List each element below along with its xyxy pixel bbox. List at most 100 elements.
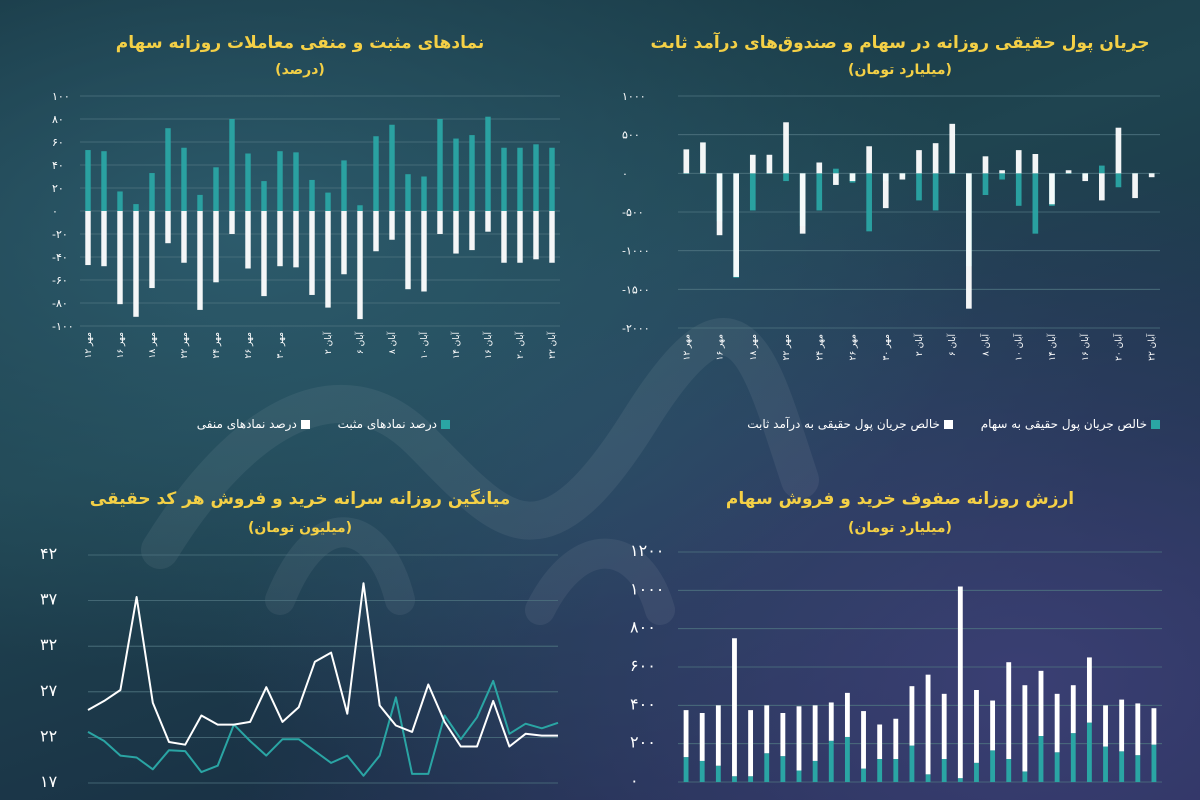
x-tick-label: ۱۰ آبان	[1013, 334, 1025, 361]
symbols-percent-plot: ۱۰۰ ۸۰ ۶۰ ۴۰ ۲۰ ۰ -۲۰ -۴۰ -۶۰ -۸۰ -۱۰۰ ۱۲ مهر ۱۶ مهر…	[52, 90, 560, 359]
x-tick-label: ۱۸ مهر	[749, 334, 759, 361]
legend-swatch	[943, 420, 953, 429]
bar-series-1	[982, 173, 989, 195]
y-tick-label: ۱۲۰۰	[630, 541, 664, 560]
y-tick-label: -۸۰	[52, 297, 68, 310]
y-tick-label: ۵۰۰	[622, 129, 640, 142]
bar-series-2	[899, 173, 906, 180]
bar-sell-queue	[990, 700, 996, 751]
bar-series-2	[357, 211, 363, 320]
bar-series-1	[949, 173, 956, 174]
bar-buy-queue	[683, 757, 689, 782]
bar-sell-queue	[941, 693, 947, 759]
x-tick-label: ۸ آبان	[386, 332, 398, 355]
y-tick-label: ۸۰۰	[630, 618, 656, 637]
chart-subtitle: (میلیون تومان)	[247, 520, 353, 536]
bar-sell-queue	[957, 586, 963, 779]
bar-series-2	[683, 149, 690, 174]
bar-series-1	[1065, 173, 1072, 174]
bar-series-1	[357, 205, 363, 211]
chart-per-capita: میانگین روزانه سرانه خرید و فروش هر کد ح…	[0, 400, 600, 800]
bar-sell-queue	[844, 692, 850, 737]
bar-sell-queue	[1103, 705, 1108, 747]
bar-sell-queue	[974, 690, 979, 763]
bar-sell-queue	[861, 711, 866, 769]
chart-subtitle: (میلیارد تومان)	[848, 62, 952, 78]
bar-series-1	[405, 174, 411, 211]
bar-series-2	[966, 173, 972, 309]
y-tick-label: -۶۰	[52, 274, 68, 287]
x-tick-label: ۲۲ مهر	[782, 334, 792, 361]
bar-sell-queue	[1135, 703, 1141, 756]
legend-label: خالص جریان پول حقیقی به سهام	[980, 417, 1147, 431]
bar-buy-queue	[1054, 752, 1060, 782]
x-tick-label: ۶ آبان	[946, 334, 958, 357]
legend-label: خالص جریان پول حقیقی به درآمد ثابت	[747, 417, 940, 431]
y-tick-label: ۳۲	[40, 635, 57, 654]
y-tick-label: -۵۰۰	[622, 206, 644, 219]
bar-series-1	[117, 191, 123, 211]
bar-series-1	[133, 204, 139, 211]
bar-series-2	[733, 173, 739, 277]
bar-series-2	[749, 154, 756, 174]
bar-sell-queue	[764, 705, 770, 754]
x-tick-label: ۳۰ مهر	[882, 334, 892, 361]
x-tick-label: ۶ آبان	[354, 332, 366, 355]
legend-label: درصد نمادهای منفی	[196, 417, 297, 431]
bar-series-2	[181, 211, 187, 263]
bar-sell-queue	[796, 706, 802, 771]
bar-series-1	[437, 119, 443, 211]
bar-series-2	[501, 211, 507, 263]
queues-value-plot: ۱۲۰۰ ۱۰۰۰ ۸۰۰ ۶۰۰ ۴۰۰ ۲۰۰ ۰	[630, 541, 1162, 790]
x-tick-label: ۳۰ مهر	[276, 332, 286, 359]
bar-buy-queue	[1135, 755, 1141, 782]
x-tick-label: ۸ آبان	[979, 334, 991, 357]
bar-series-1	[341, 160, 347, 211]
bar-buy-queue	[699, 760, 705, 782]
x-tick-label: ۲۰ آبان	[1112, 334, 1124, 361]
y-tick-label: ۰	[622, 167, 628, 180]
bar-series-2	[453, 211, 459, 254]
bar-buy-queue	[941, 759, 947, 782]
y-tick-label: ۴۲	[40, 544, 57, 563]
bar-sell-queue	[780, 713, 786, 757]
bar-series-1	[165, 128, 171, 211]
bar-series-2	[229, 211, 235, 234]
x-tick-label: ۲۰ آبان	[514, 332, 526, 359]
bar-buy-queue	[780, 756, 786, 782]
y-tick-label: ۴۰	[52, 159, 64, 172]
bar-sell-queue	[1086, 657, 1092, 723]
bar-series-1	[485, 116, 491, 211]
x-tick-label: ۲۲ آبان	[546, 332, 558, 359]
x-tick-label: ۱۶ آبان	[482, 332, 494, 359]
bar-buy-queue	[715, 765, 721, 782]
bar-series-2	[101, 211, 107, 267]
y-tick-label: ۳۷	[40, 590, 58, 609]
legend-item-fixed-income: خالص جریان پول حقیقی به درآمد ثابت	[747, 417, 953, 431]
bar-series-2	[866, 146, 872, 174]
bar-series-2	[700, 142, 706, 174]
bar-sell-queue	[1070, 685, 1076, 734]
bar-buy-queue	[1070, 733, 1076, 782]
bar-series-2	[849, 173, 856, 182]
bar-sell-queue	[748, 710, 754, 777]
bar-series-2	[149, 211, 155, 289]
bar-series-2	[549, 211, 555, 263]
bar-series-1	[816, 173, 823, 211]
bar-sell-queue	[925, 674, 931, 775]
bar-series-1	[245, 153, 251, 211]
bar-series-2	[421, 211, 427, 292]
x-tick-label: ۲ آبان	[322, 332, 334, 355]
chart-subtitle: (میلیارد تومان)	[848, 520, 952, 536]
watermark-logo	[141, 318, 819, 625]
y-tick-label: ۰	[52, 205, 58, 218]
x-tick-label: ۲۶ مهر	[244, 332, 254, 359]
money-flow-plot: ۱۰۰۰ ۵۰۰ ۰ -۵۰۰ -۱۰۰۰ -۱۵۰۰ -۲۰۰۰ ۱۲ مهر ۱۶ مهر ۱…	[622, 90, 1160, 361]
x-tick-label: ۱۲ مهر	[682, 334, 692, 361]
bar-series-1	[197, 194, 203, 211]
chart-subtitle: (درصد)	[275, 62, 325, 78]
bar-series-2	[437, 211, 443, 234]
bar-series-1	[683, 173, 690, 174]
bar-series-1	[866, 173, 872, 232]
y-tick-label: ۶۰	[52, 136, 64, 149]
